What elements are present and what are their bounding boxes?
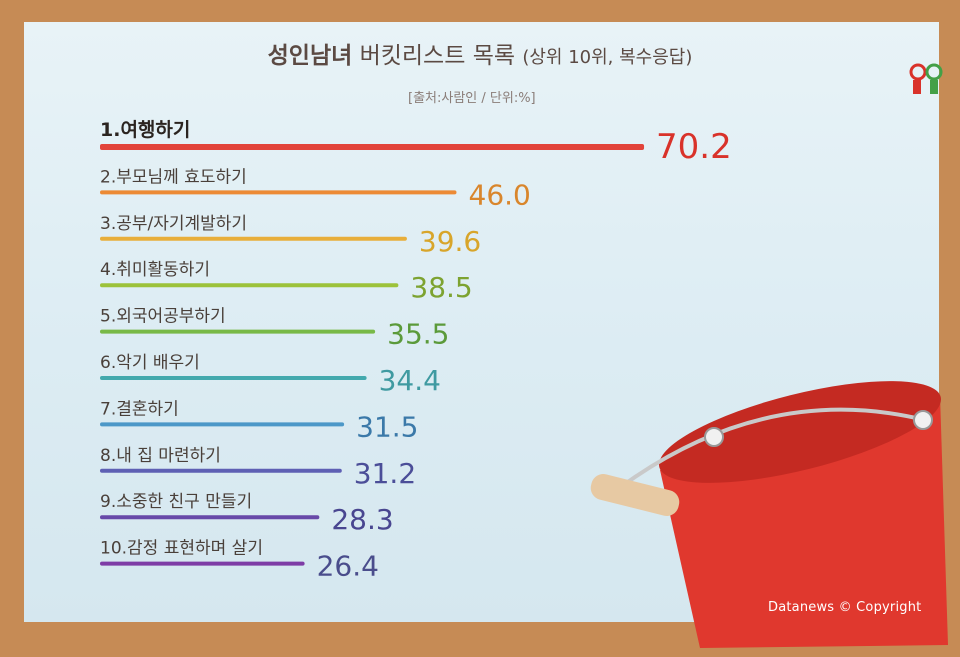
category-label: 6.악기 배우기 [100,353,200,373]
category-label: 1.여행하기 [100,119,190,141]
bar [100,422,345,427]
value-label: 35.5 [387,318,449,351]
bucket-illustration [590,381,948,648]
category-label: 7.결혼하기 [100,399,179,419]
title-main: 성인남녀 [267,43,353,69]
value-label: 28.3 [331,503,393,536]
bar [100,190,457,195]
category-label: 5.외국어공부하기 [100,307,226,327]
copyright-text: Datanews © Copyright [768,600,922,615]
category-label: 3.공부/자기계발하기 [100,214,247,234]
bar [100,329,376,334]
category-label: 9.소중한 친구 만들기 [100,492,252,512]
chart-title: 성인남녀 버킷리스트 목록 (상위 10위, 복수응답) [0,36,960,70]
category-label: 10.감정 표현하며 살기 [100,539,263,559]
bar [100,468,342,473]
value-label: 70.2 [656,127,732,167]
bar [100,376,367,380]
bar [100,144,645,150]
value-label: 26.4 [317,550,379,583]
value-label: 38.5 [410,271,472,304]
bar [100,515,320,520]
title-rest: 버킷리스트 목록 [352,43,523,69]
value-label: 31.5 [356,410,418,443]
category-label: 4.취미활동하기 [100,260,210,280]
bar [100,236,407,241]
title-paren: (상위 10위, 복수응답) [522,47,693,68]
value-label: 34.4 [379,364,441,397]
value-label: 31.2 [354,457,416,490]
category-label: 2.부모님께 효도하기 [100,167,247,187]
bar [100,283,399,288]
source-note: [출처:사람인 / 단위:%] [408,91,536,106]
bar [100,561,305,566]
logo-icon [905,60,945,100]
category-label: 8.내 집 마련하기 [100,446,221,466]
value-label: 46.0 [469,178,531,211]
value-label: 39.6 [419,225,481,258]
